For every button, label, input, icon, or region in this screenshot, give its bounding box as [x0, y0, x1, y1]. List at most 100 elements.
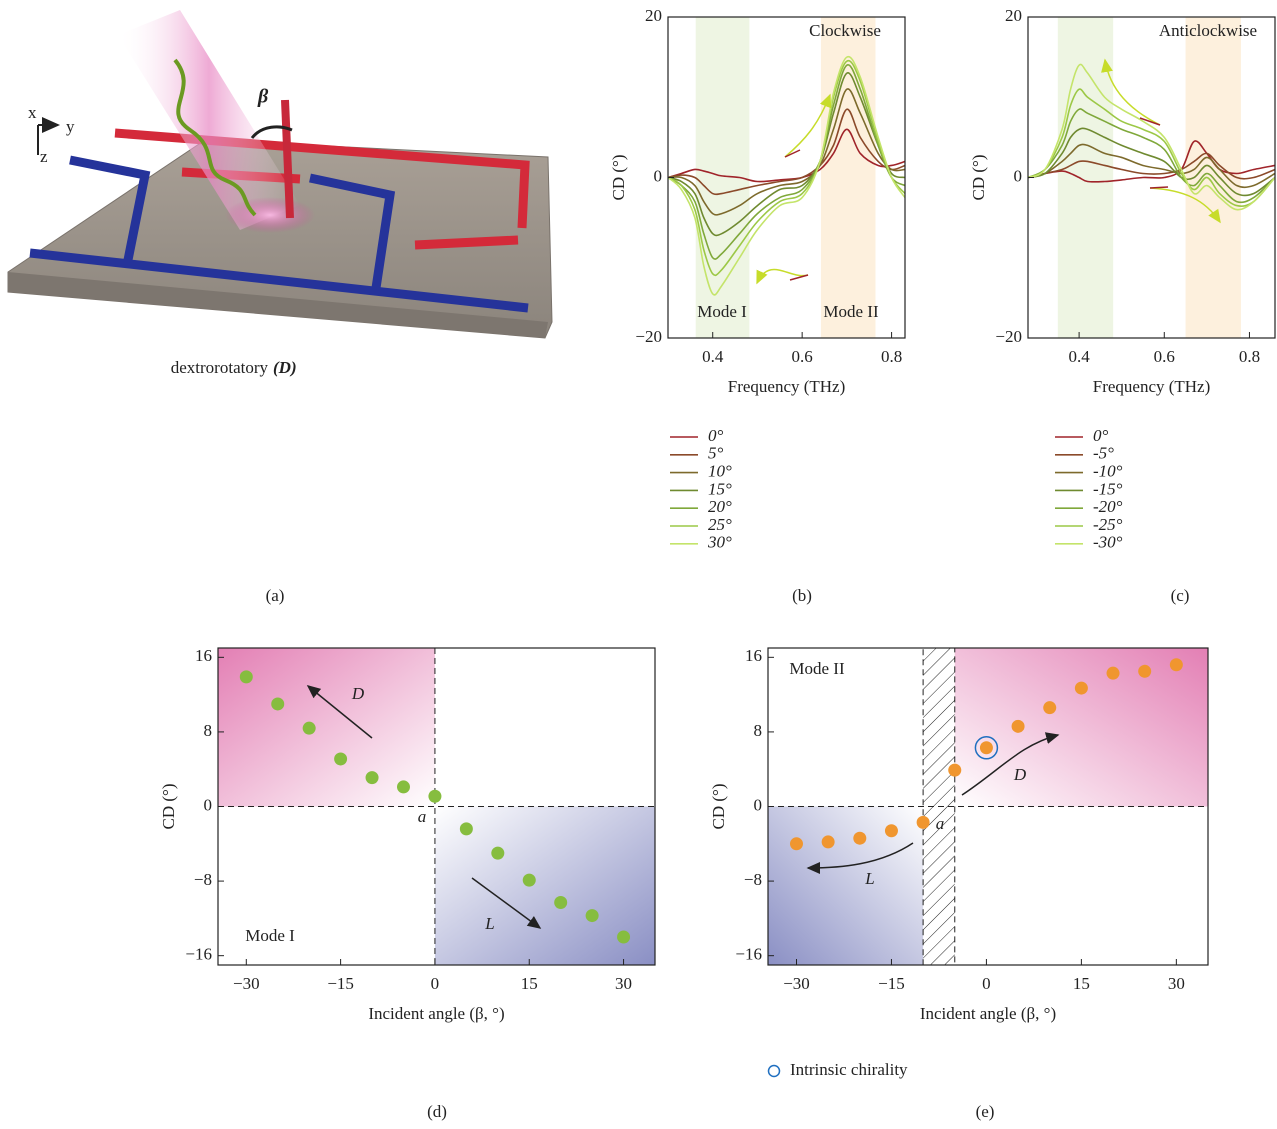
point: [980, 741, 993, 754]
x-axis-label: Incident angle (β, °): [368, 1004, 504, 1023]
annotation: L: [864, 869, 874, 888]
point: [586, 909, 599, 922]
legend-label: 0°: [1093, 426, 1109, 445]
point: [554, 896, 567, 909]
legend-label: 20°: [708, 497, 732, 516]
annotation: L: [484, 914, 494, 933]
x-tick-label: 15: [1073, 974, 1090, 993]
legend-label: 25°: [708, 515, 732, 534]
axis-z: z: [40, 147, 48, 166]
point: [1012, 720, 1025, 733]
legend-label: 10°: [708, 462, 732, 481]
legend-label: -15°: [1093, 479, 1123, 498]
point: [460, 822, 473, 835]
page: x y z β dextrorotatory (D) (a) (b) (c) (d) (…: [0, 0, 1277, 1129]
legend-label: 0°: [708, 426, 724, 445]
caption: dextrorotatory: [171, 358, 269, 377]
x-tick-label: 0.4: [702, 347, 724, 366]
point: [822, 835, 835, 848]
x-tick-label: 0.8: [881, 347, 902, 366]
y-tick-label: 8: [204, 721, 213, 740]
point: [303, 722, 316, 735]
x-tick-label: 0: [431, 974, 440, 993]
panel-label: (a): [266, 586, 285, 605]
x-tick-label: 30: [1168, 974, 1185, 993]
legend-label: 30°: [707, 533, 732, 552]
y-axis-label: CD (°): [709, 784, 728, 830]
y-tick-label: −20: [995, 327, 1022, 346]
point: [1170, 658, 1183, 671]
point: [1107, 667, 1120, 680]
quadrant-shade: [768, 807, 923, 966]
legend-label: 5°: [708, 444, 724, 463]
x-tick-label: −30: [233, 974, 260, 993]
arrow: [1150, 187, 1168, 188]
legend-label: -25°: [1093, 515, 1123, 534]
annotation: Mode I: [245, 926, 295, 945]
panel-label: (c): [1171, 586, 1190, 605]
x-tick-label: 0.8: [1239, 347, 1260, 366]
y-tick-label: −8: [194, 870, 212, 889]
y-tick-label: 20: [645, 6, 662, 25]
y-axis-label: CD (°): [159, 784, 178, 830]
y-tick-label: 0: [654, 166, 663, 185]
beta-arrow: [285, 100, 290, 218]
annotation: Clockwise: [809, 21, 881, 40]
point: [617, 931, 630, 944]
annotation: D: [1013, 765, 1027, 784]
x-axis-label: Frequency (THz): [728, 377, 846, 396]
panel-label: (e): [976, 1102, 995, 1121]
y-tick-label: 0: [754, 795, 763, 814]
y-tick-label: 0: [204, 795, 213, 814]
point: [366, 771, 379, 784]
y-tick-label: −8: [744, 870, 762, 889]
legend-label: Intrinsic chirality: [790, 1060, 908, 1079]
x-tick-label: −30: [783, 974, 810, 993]
legend-label: 15°: [708, 479, 732, 498]
beta-label: β: [257, 86, 269, 108]
illustration: x y z β dextrorotatory (D): [8, 10, 552, 377]
x-tick-label: −15: [878, 974, 905, 993]
annotation: Mode I: [697, 302, 747, 321]
x-tick-label: −15: [327, 974, 354, 993]
legend-swatch: [769, 1066, 780, 1077]
legend-label: -20°: [1093, 497, 1123, 516]
y-tick-label: 0: [1014, 166, 1023, 185]
legend-label: -10°: [1093, 462, 1123, 481]
legend-label: -30°: [1093, 533, 1123, 552]
x-axis-label: Incident angle (β, °): [920, 1004, 1056, 1023]
quadrant-shade: [955, 648, 1208, 807]
panel-label: (b): [792, 586, 812, 605]
x-tick-label: 30: [615, 974, 632, 993]
point: [885, 824, 898, 837]
panel-label: (d): [427, 1102, 447, 1121]
point: [853, 832, 866, 845]
figure: x y z β dextrorotatory (D) (a) (b) (c) (d) (…: [0, 0, 1277, 1129]
annotation: a: [418, 807, 427, 826]
annotation: a: [936, 814, 945, 833]
x-tick-label: 0: [982, 974, 991, 993]
x-axis-label: Frequency (THz): [1093, 377, 1211, 396]
point: [523, 874, 536, 887]
caption-symbol: (D): [273, 358, 297, 377]
y-tick-label: 8: [754, 721, 763, 740]
y-tick-label: 16: [745, 646, 762, 665]
y-tick-label: −16: [735, 945, 762, 964]
point: [334, 752, 347, 765]
legend-label: -5°: [1093, 444, 1114, 463]
point: [1075, 682, 1088, 695]
annotation: Anticlockwise: [1159, 21, 1257, 40]
x-tick-label: 0.4: [1068, 347, 1090, 366]
point: [948, 764, 961, 777]
y-tick-label: 20: [1005, 6, 1022, 25]
point: [790, 837, 803, 850]
x-tick-label: 15: [521, 974, 538, 993]
y-axis-label: CD (°): [609, 155, 628, 201]
annotation: Mode II: [789, 659, 845, 678]
point: [271, 697, 284, 710]
arrow: [757, 269, 808, 283]
x-tick-label: 0.6: [1154, 347, 1175, 366]
spot: [225, 197, 315, 233]
point: [1138, 665, 1151, 678]
axis-x: x: [28, 103, 37, 122]
